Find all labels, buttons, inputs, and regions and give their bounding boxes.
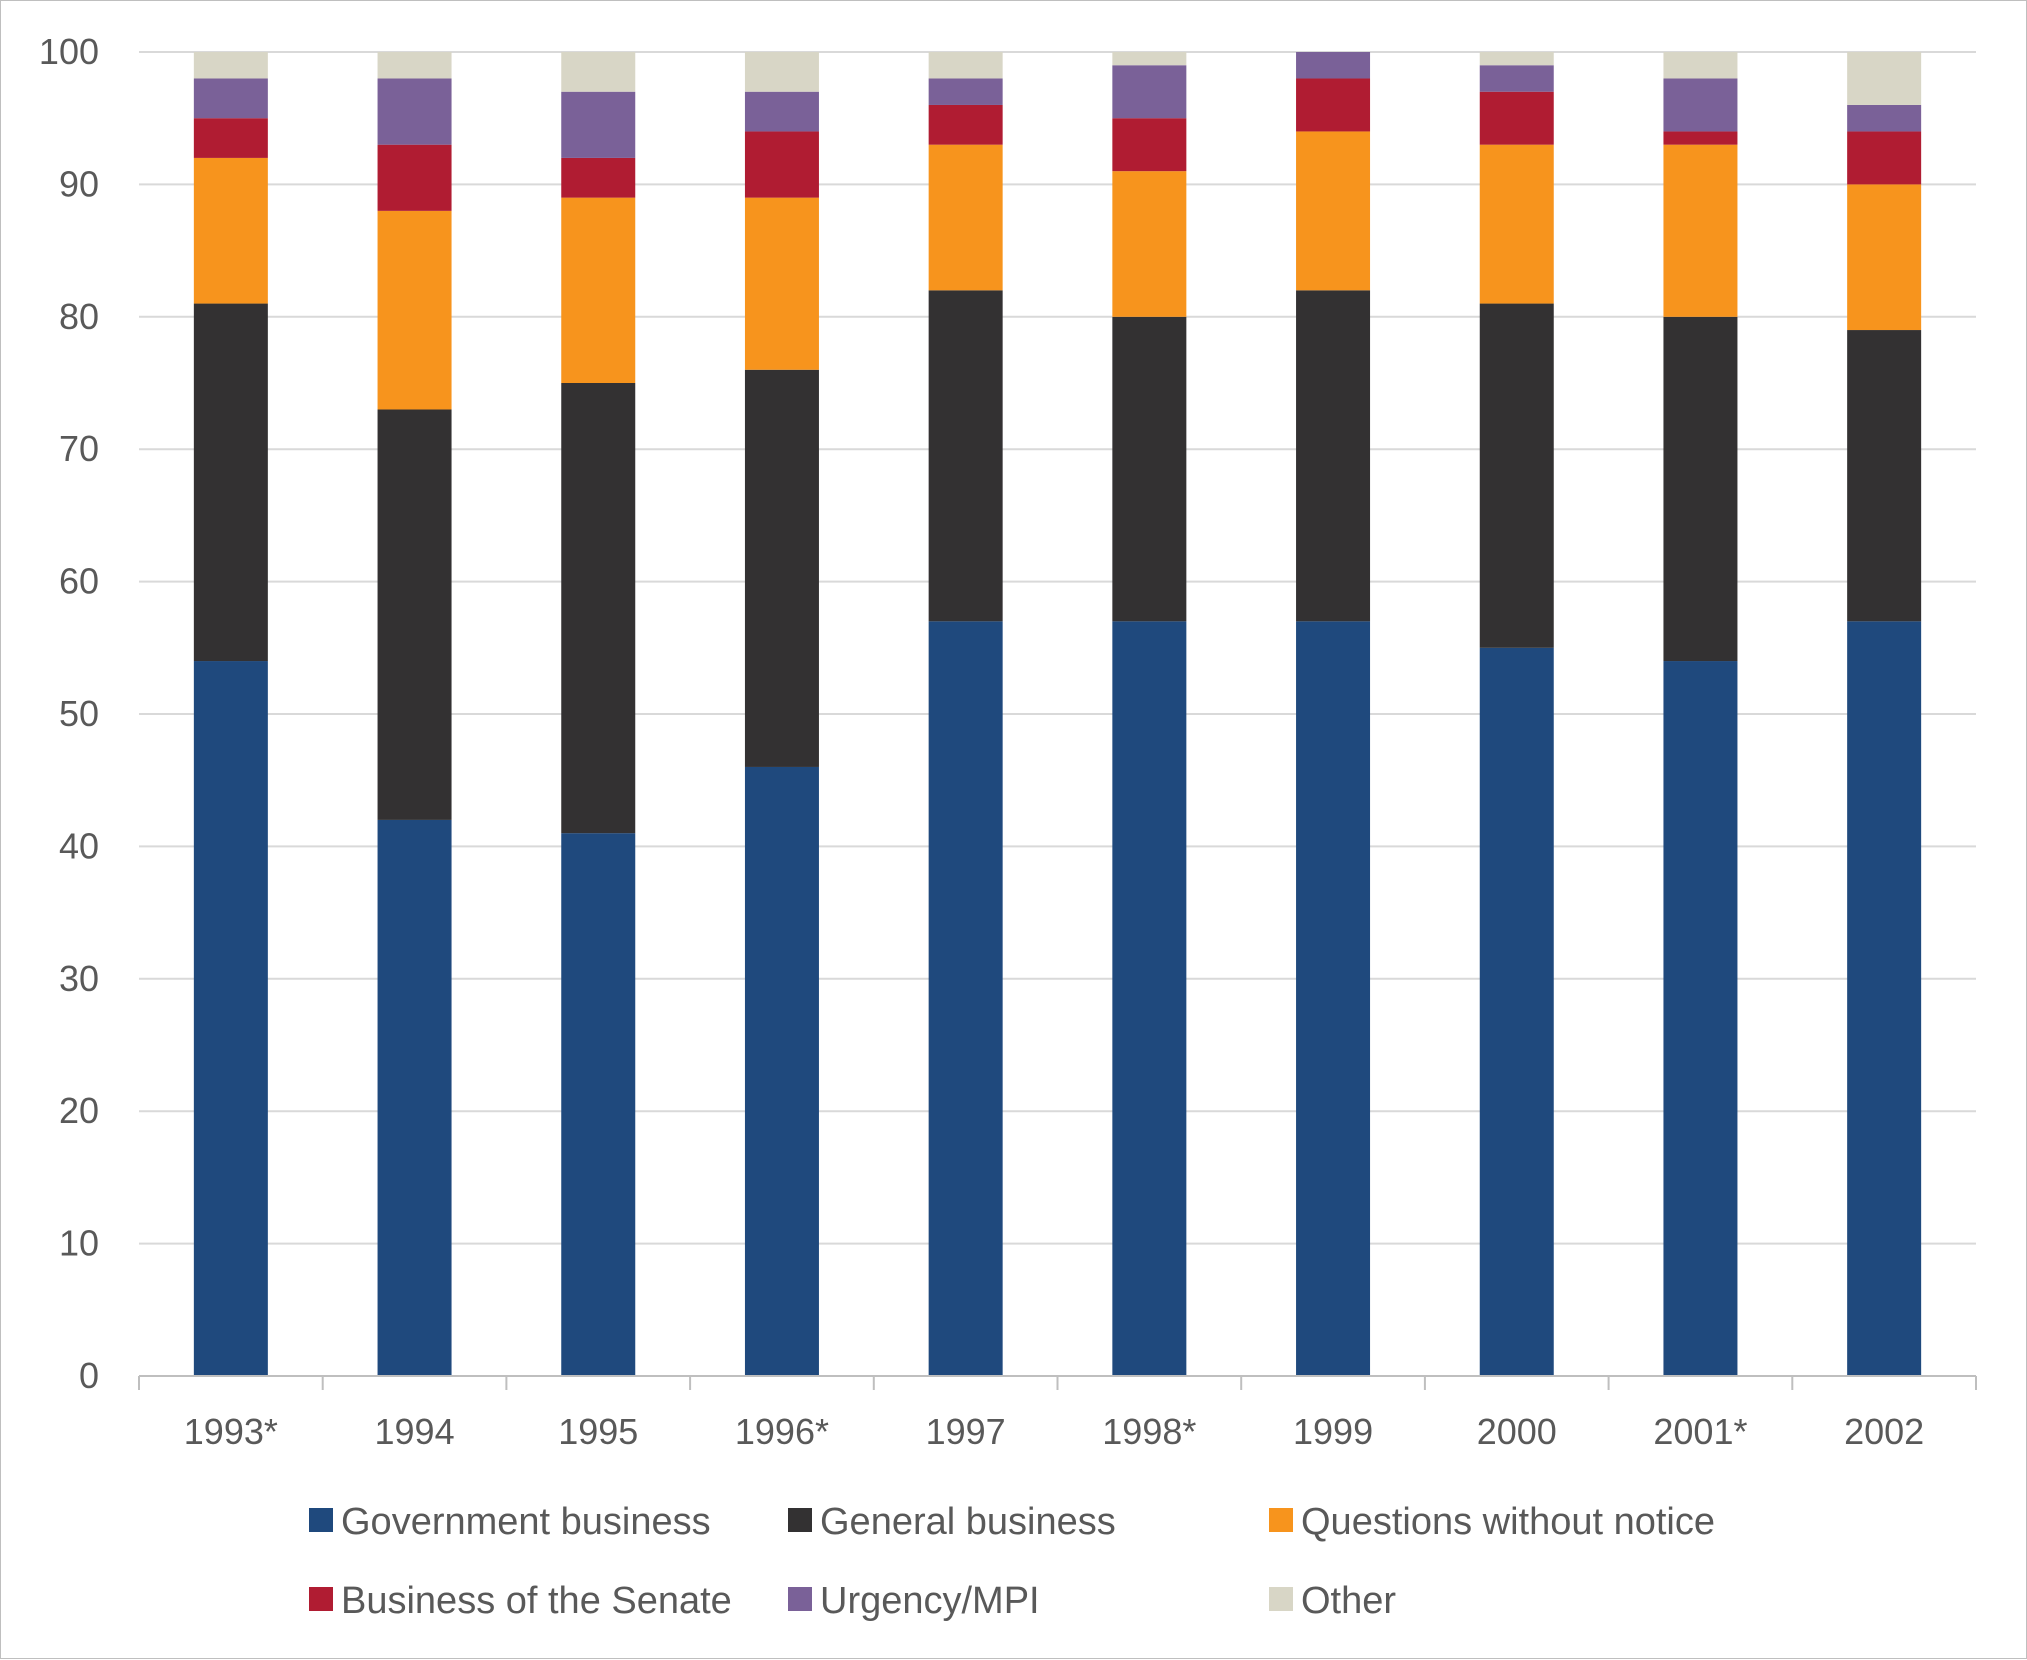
bar-segment <box>1847 104 1922 132</box>
bar-segment <box>561 91 636 158</box>
x-tick-label: 1999 <box>1293 1411 1373 1452</box>
bar-segment <box>1296 290 1371 622</box>
bar-segment <box>561 383 636 834</box>
bar-segment <box>193 118 268 158</box>
legend: Government business General business Quest… <box>309 1501 1715 1622</box>
bar-segment <box>1847 184 1922 331</box>
bar-segment <box>377 52 452 79</box>
bar-segment <box>1479 647 1554 1376</box>
bars <box>193 52 1922 1376</box>
bar-segment <box>1112 52 1187 66</box>
bar-segment <box>928 52 1003 79</box>
legend-swatch <box>309 1587 333 1611</box>
x-tick-label: 1993* <box>184 1411 278 1452</box>
legend-label: General business <box>820 1501 1116 1543</box>
bar-segment <box>1296 621 1371 1376</box>
bar-segment <box>1112 118 1187 172</box>
x-tick-label: 2002 <box>1844 1411 1924 1452</box>
bar-segment <box>1112 621 1187 1376</box>
bar-segment <box>193 661 268 1376</box>
y-tick-label: 70 <box>59 428 99 469</box>
bar-segment <box>1847 131 1922 185</box>
bar-segment <box>1663 316 1738 662</box>
y-tick-label: 30 <box>59 958 99 999</box>
bar-segment <box>1663 131 1738 145</box>
bar-segment <box>744 197 819 370</box>
bar-segment <box>377 819 452 1376</box>
bar-segment <box>193 157 268 304</box>
x-tick-label: 1997 <box>926 1411 1006 1452</box>
bar-segment <box>928 104 1003 145</box>
legend-swatch <box>788 1587 812 1611</box>
bar-segment <box>377 144 452 211</box>
bar-segment <box>928 621 1003 1376</box>
y-tick-label: 0 <box>79 1355 99 1396</box>
bar-segment <box>928 78 1003 105</box>
bar-segment <box>1112 65 1187 119</box>
axes: 0 10 20 30 40 50 60 70 80 90 100 1993* 1994 1995 1996*… <box>39 31 1977 1452</box>
legend-label: Business of the Senate <box>341 1580 732 1622</box>
bar-segment <box>1663 661 1738 1376</box>
legend-swatch <box>788 1508 812 1532</box>
bar-segment <box>561 833 636 1376</box>
bar-segment <box>377 210 452 410</box>
y-tick-label: 60 <box>59 561 99 602</box>
y-tick-label: 50 <box>59 693 99 734</box>
bar-segment <box>1479 65 1554 92</box>
bar-segment <box>377 78 452 145</box>
bar-segment <box>744 91 819 132</box>
bar-segment <box>1479 91 1554 145</box>
y-tick-label: 100 <box>39 31 99 72</box>
bar-segment <box>1296 52 1371 79</box>
bar-segment <box>1479 144 1554 304</box>
bar-segment <box>1663 144 1738 317</box>
y-tick-label: 10 <box>59 1223 99 1264</box>
x-tick-label: 2000 <box>1477 1411 1557 1452</box>
legend-swatch <box>1269 1587 1293 1611</box>
bar-segment <box>744 766 819 1376</box>
bar-segment <box>1479 303 1554 648</box>
bar-segment <box>1663 78 1738 132</box>
bar-segment <box>1847 621 1922 1376</box>
bar-segment <box>1479 52 1554 66</box>
legend-swatch <box>309 1508 333 1532</box>
bar-segment <box>193 78 268 119</box>
bar-segment <box>1112 316 1187 622</box>
y-tick-label: 90 <box>59 163 99 204</box>
bar-segment <box>561 197 636 383</box>
bar-segment <box>193 303 268 662</box>
bar-segment <box>193 52 268 79</box>
bar-segment <box>1663 52 1738 79</box>
legend-swatch <box>1269 1508 1293 1532</box>
y-tick-label: 20 <box>59 1090 99 1131</box>
y-tick-label: 80 <box>59 296 99 337</box>
bar-segment <box>1112 171 1187 317</box>
x-tick-label: 1998* <box>1102 1411 1196 1452</box>
x-tick-label: 2001* <box>1653 1411 1747 1452</box>
bar-segment <box>1847 330 1922 622</box>
bar-segment <box>928 144 1003 291</box>
bar-segment <box>1296 78 1371 132</box>
x-tick-label: 1996* <box>735 1411 829 1452</box>
legend-label: Urgency/MPI <box>820 1580 1040 1622</box>
legend-label: Questions without notice <box>1301 1501 1715 1543</box>
legend-label: Other <box>1301 1580 1396 1622</box>
legend-label: Government business <box>341 1501 711 1543</box>
bar-segment <box>744 131 819 198</box>
y-tick-label: 40 <box>59 825 99 866</box>
x-tick-label: 1995 <box>558 1411 638 1452</box>
x-tick-label: 1994 <box>375 1411 455 1452</box>
bar-segment <box>1296 131 1371 291</box>
bar-segment <box>928 290 1003 622</box>
bar-segment <box>561 52 636 92</box>
bar-segment <box>377 409 452 820</box>
bar-segment <box>561 157 636 198</box>
bar-segment <box>744 52 819 92</box>
bar-segment <box>744 369 819 767</box>
bar-segment <box>1847 52 1922 105</box>
